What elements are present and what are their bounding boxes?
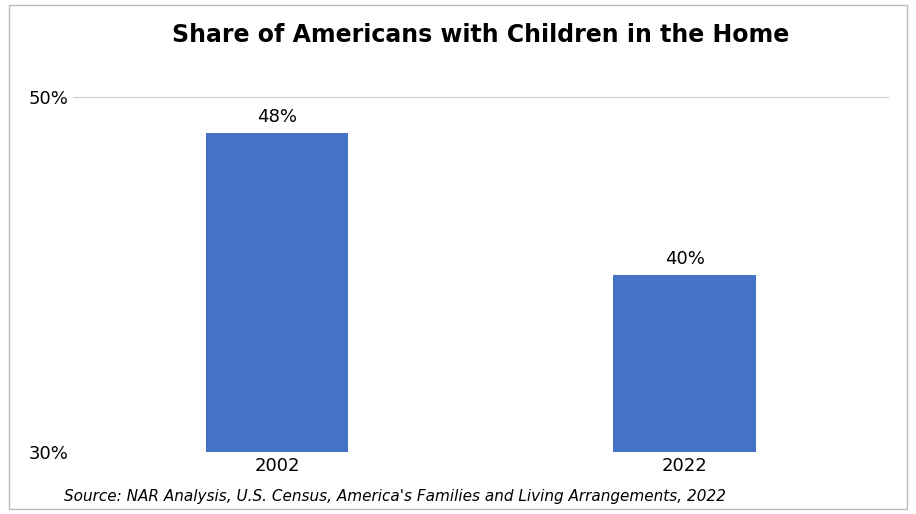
Bar <box>206 133 348 452</box>
Text: Source: NAR Analysis, U.S. Census, America's Families and Living Arrangements, 2: Source: NAR Analysis, U.S. Census, Ameri… <box>64 489 726 504</box>
Text: 40%: 40% <box>665 250 704 268</box>
Bar <box>614 275 756 452</box>
Text: 48%: 48% <box>257 107 297 125</box>
Title: Share of Americans with Children in the Home: Share of Americans with Children in the … <box>172 23 790 47</box>
